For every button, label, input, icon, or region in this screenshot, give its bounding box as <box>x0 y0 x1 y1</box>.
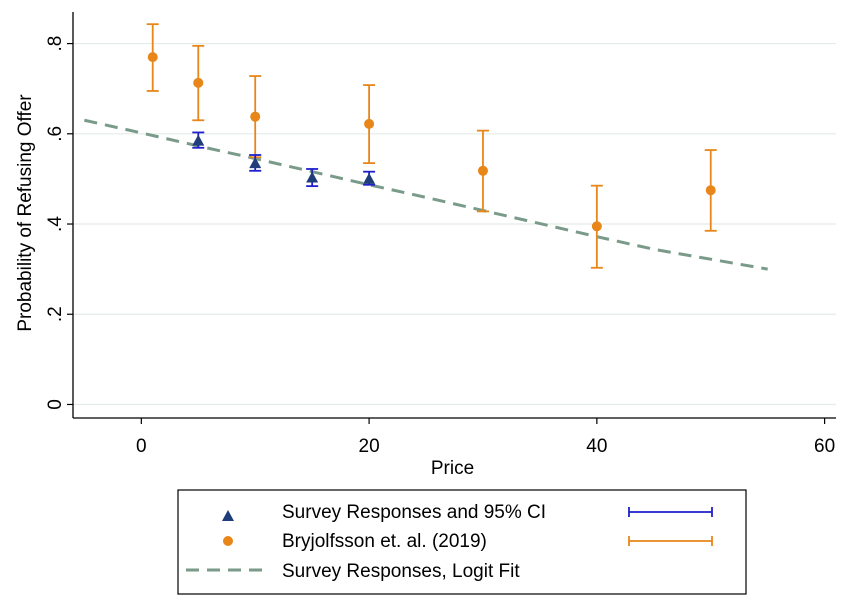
survey-point <box>363 172 376 184</box>
x-tick-label: 40 <box>586 436 607 457</box>
x-axis-title: Price <box>431 458 474 479</box>
bryjolfsson-point <box>193 77 204 88</box>
bryjolfsson-point <box>477 165 488 176</box>
x-tick-label: 0 <box>136 436 147 457</box>
legend-box <box>177 489 747 595</box>
survey-point <box>249 157 262 169</box>
legend-label-survey: Survey Responses and 95% CI <box>282 502 546 523</box>
legend-label-fit: Survey Responses, Logit Fit <box>282 561 520 582</box>
bryjolfsson-point <box>591 221 602 232</box>
y-tick-label: .4 <box>45 216 66 232</box>
legend-label-bryjolfsson: Bryjolfsson et. al. (2019) <box>282 531 487 552</box>
y-tick-label: .2 <box>45 306 66 322</box>
y-tick-label: .6 <box>45 126 66 142</box>
bryjolfsson-point <box>705 185 716 196</box>
legend-circle-marker <box>223 536 233 546</box>
bryjolfsson-point <box>364 118 375 129</box>
legend-triangle-marker <box>222 510 234 521</box>
bryjolfsson-point <box>147 52 158 63</box>
fit-line-group <box>84 118 768 271</box>
bryjolfsson-point <box>250 111 261 122</box>
y-tick-label: 0 <box>45 399 66 410</box>
logit-fit-line <box>84 118 768 271</box>
y-tick-label: .8 <box>45 36 66 52</box>
legend: Survey Responses and 95% CI Bryjolfsson e… <box>177 489 747 595</box>
x-tick-label: 20 <box>359 436 380 457</box>
gridlines <box>73 42 836 406</box>
survey-point <box>306 171 319 183</box>
axes: 0 .2 .4 .6 .8 0 20 40 60 Price Probability of Refu… <box>15 12 836 479</box>
y-axis-title: Probability of Refusing Offer <box>15 94 36 332</box>
survey-point <box>192 134 205 146</box>
x-tick-label: 60 <box>814 436 835 457</box>
data-points <box>146 23 717 269</box>
